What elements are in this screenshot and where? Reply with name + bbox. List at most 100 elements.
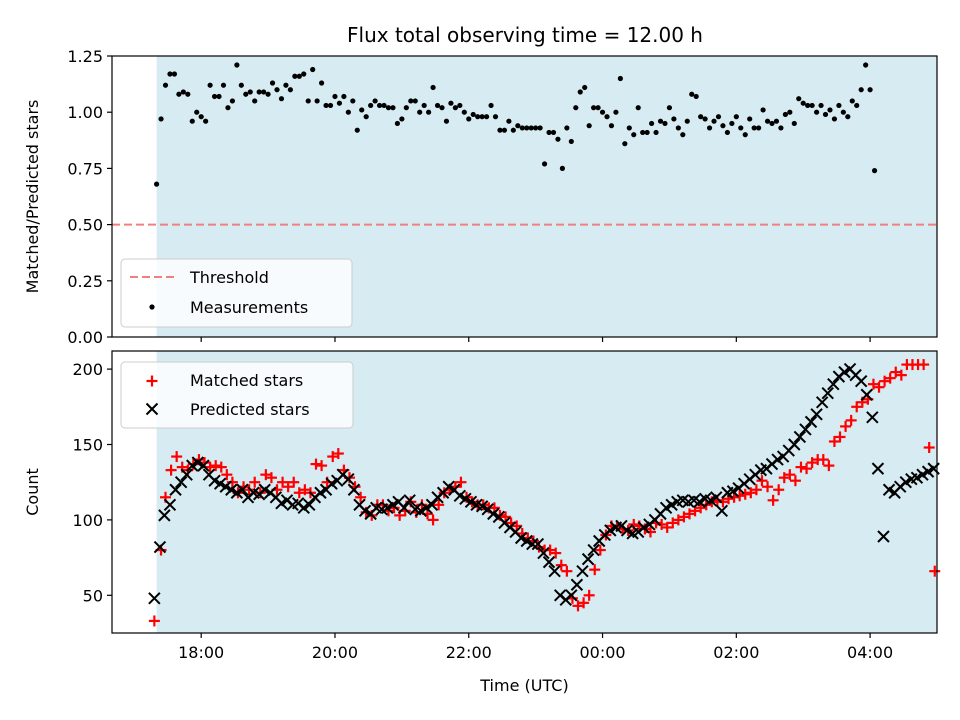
measurement-point bbox=[631, 132, 637, 138]
predicted-star-point bbox=[860, 388, 873, 401]
measurement-point bbox=[434, 102, 441, 109]
predicted-star-point bbox=[815, 396, 829, 409]
top-panel: 0.00 0.25 0.50 0.75 1.00 1.25 Matched/Predicte… bbox=[23, 47, 938, 347]
bottom-legend-box bbox=[120, 361, 354, 429]
bottom-xlabel: Time (UTC) bbox=[479, 676, 568, 695]
measurement-point bbox=[243, 91, 249, 97]
measurement-point bbox=[336, 100, 343, 106]
measurement-point bbox=[368, 102, 374, 109]
measurement-point bbox=[341, 93, 347, 100]
matched-star-point bbox=[260, 469, 272, 481]
predicted-star-point bbox=[570, 578, 584, 591]
measurement-point bbox=[194, 109, 200, 115]
measurement-point bbox=[457, 102, 463, 109]
measurement-point bbox=[278, 96, 285, 102]
matched-star-point bbox=[923, 442, 935, 454]
measurement-point bbox=[314, 98, 320, 104]
matched-star-point bbox=[734, 490, 746, 502]
measurement-point bbox=[234, 62, 240, 68]
measurement-point bbox=[381, 102, 387, 109]
measurement-point bbox=[582, 84, 588, 91]
matched-star-point bbox=[773, 484, 785, 496]
measurement-point bbox=[408, 98, 414, 104]
measurement-point bbox=[863, 62, 869, 68]
measurement-point bbox=[800, 100, 806, 106]
predicted-star-point bbox=[799, 423, 812, 436]
bottom-panel: 50 100 150 200 18:00 20:00 22:00 00:00 02:00 04:0… bbox=[23, 350, 941, 695]
matched-star-point bbox=[895, 369, 907, 381]
measurement-point bbox=[189, 118, 195, 124]
measurement-point bbox=[787, 109, 793, 115]
measurement-point bbox=[180, 89, 186, 95]
measurement-point bbox=[470, 111, 476, 118]
bottom-xtick-label: 20:00 bbox=[312, 643, 358, 662]
measurement-point bbox=[573, 105, 579, 111]
matched-star-point bbox=[672, 514, 684, 526]
measurement-point bbox=[461, 109, 467, 115]
matched-star-point bbox=[578, 597, 590, 609]
matched-star-point bbox=[873, 381, 885, 393]
measurement-point bbox=[827, 107, 833, 113]
measurement-point bbox=[604, 114, 610, 120]
measurement-point bbox=[426, 109, 432, 115]
measurement-point bbox=[738, 125, 744, 131]
predicted-star-point bbox=[576, 564, 589, 578]
matched-star-point bbox=[355, 491, 367, 503]
measurement-point bbox=[595, 105, 601, 111]
measurement-point bbox=[773, 118, 780, 124]
measurement-point bbox=[229, 98, 236, 104]
matched-star-point bbox=[215, 461, 227, 473]
measurement-point bbox=[724, 129, 731, 136]
measurement-point bbox=[483, 114, 490, 120]
measurement-point bbox=[684, 118, 690, 124]
top-ytick-label: 0.75 bbox=[67, 159, 103, 178]
measurement-point bbox=[550, 129, 557, 136]
matched-star-point bbox=[667, 517, 679, 529]
measurement-point bbox=[501, 127, 508, 133]
matched-star-point bbox=[823, 460, 835, 472]
measurement-point bbox=[840, 109, 846, 115]
measurement-point bbox=[519, 125, 525, 131]
matched-star-point bbox=[762, 481, 774, 493]
matched-star-point bbox=[767, 494, 779, 506]
measurement-point bbox=[524, 125, 530, 131]
predicted-star-point bbox=[153, 540, 167, 554]
measurement-point bbox=[791, 120, 797, 127]
measurement-point bbox=[528, 125, 534, 131]
predicted-star-point bbox=[715, 504, 729, 518]
measurement-point bbox=[764, 118, 771, 124]
measurement-point bbox=[617, 75, 623, 82]
predicted-star-point bbox=[793, 430, 807, 444]
predicted-star-point bbox=[548, 564, 561, 578]
measurement-point bbox=[671, 116, 677, 122]
measurement-point bbox=[510, 127, 516, 133]
measurement-point bbox=[599, 109, 606, 115]
measurement-point bbox=[158, 116, 164, 122]
measurement-point bbox=[689, 91, 695, 97]
measurement-point bbox=[238, 82, 244, 88]
matched-star-point bbox=[867, 378, 879, 390]
measurement-point bbox=[390, 105, 396, 111]
measurement-point bbox=[171, 71, 178, 77]
legend-matched-swatch bbox=[146, 375, 158, 387]
measurement-point bbox=[706, 125, 713, 131]
measurement-point bbox=[640, 129, 646, 136]
measurement-point bbox=[818, 102, 824, 109]
measurement-point bbox=[417, 109, 423, 115]
predicted-star-point bbox=[342, 472, 355, 486]
measurement-point bbox=[421, 102, 427, 109]
measurement-point bbox=[871, 168, 878, 174]
measurement-point bbox=[252, 98, 258, 104]
matched-star-point bbox=[594, 544, 606, 556]
measurement-point bbox=[439, 105, 445, 111]
predicted-star-point bbox=[788, 438, 801, 451]
matched-star-point bbox=[801, 463, 813, 475]
measurement-point bbox=[363, 114, 369, 120]
predicted-star-point bbox=[403, 494, 416, 507]
measurement-point bbox=[327, 102, 334, 109]
measurement-point bbox=[403, 105, 409, 111]
matched-star-point bbox=[589, 564, 601, 576]
measurement-point bbox=[247, 89, 253, 95]
top-frame bbox=[111, 55, 938, 338]
measurement-point bbox=[394, 120, 401, 127]
